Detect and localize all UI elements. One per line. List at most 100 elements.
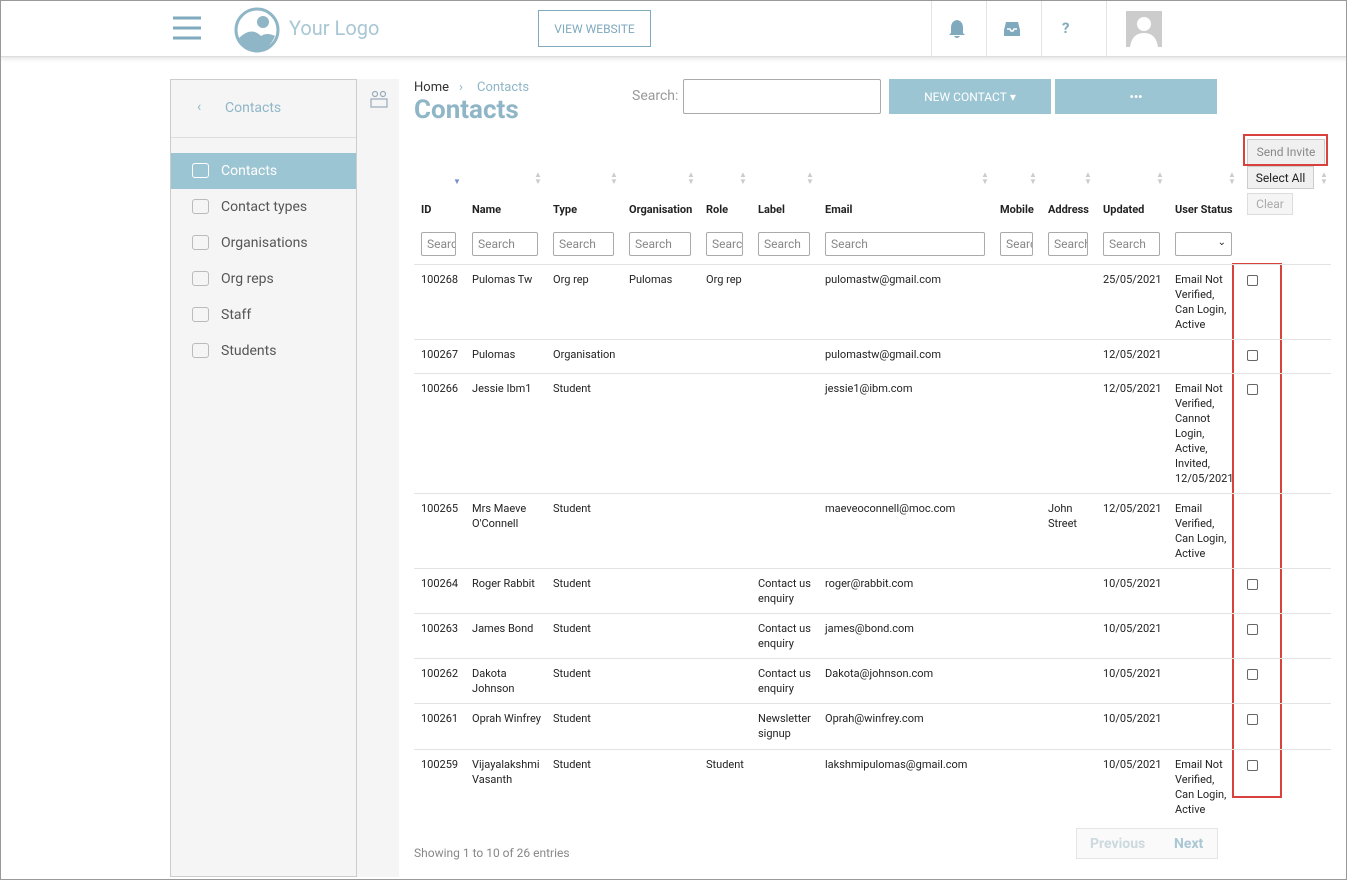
avatar[interactable] — [1126, 11, 1162, 47]
sidebar-icon — [192, 163, 209, 178]
column-filter[interactable]: Search — [1048, 232, 1088, 256]
sidebar-item[interactable]: Contacts — [171, 153, 356, 189]
sidebar-item[interactable]: Staff — [221, 307, 252, 323]
table-cell: 100264 — [421, 577, 459, 590]
table-cell: roger@rabbit.com — [825, 577, 914, 590]
back-arrow[interactable]: ‹ — [197, 99, 202, 115]
send-invite-button[interactable]: Send Invite — [1247, 139, 1325, 165]
sidebar-item[interactable]: Contact types — [221, 199, 308, 215]
row-divider — [414, 568, 1331, 569]
column-header[interactable]: Role — [706, 203, 729, 216]
column-filter[interactable]: Search — [758, 232, 810, 256]
more-button[interactable]: ••• — [1055, 79, 1217, 114]
sort-arrows: ▼ — [453, 177, 461, 186]
sidebar-item[interactable]: Org reps — [221, 271, 274, 287]
row-checkbox[interactable] — [1247, 760, 1258, 771]
table-cell: 10/05/2021 — [1103, 758, 1162, 771]
table-cell: Student — [553, 712, 591, 725]
breadcrumb-home[interactable]: Home — [414, 80, 449, 95]
table-cell: Student — [553, 758, 591, 771]
row-checkbox[interactable] — [1247, 350, 1258, 361]
table-cell: Student — [706, 758, 744, 771]
row-divider — [414, 658, 1331, 659]
select-all-button[interactable]: Select All — [1247, 166, 1314, 189]
help-icon[interactable]: ? — [1062, 19, 1070, 37]
sidebar-item[interactable]: Students — [221, 343, 277, 359]
view-website-button[interactable]: VIEW WEBSITE — [538, 10, 651, 47]
table-info: Showing 1 to 10 of 26 entries — [414, 846, 570, 860]
row-checkbox[interactable] — [1247, 624, 1258, 635]
row-checkbox[interactable] — [1247, 579, 1258, 590]
divider — [171, 137, 356, 138]
column-filter-select[interactable]: ⌄ — [1175, 232, 1232, 256]
sidebar-icon — [192, 343, 209, 358]
new-contact-label: NEW CONTACT — [924, 89, 1007, 104]
column-header[interactable]: ID — [421, 203, 432, 216]
column-header[interactable]: Organisation — [629, 203, 693, 216]
new-contact-button[interactable]: NEW CONTACT ▾ — [889, 79, 1051, 114]
table-cell: Email Not Verified, Can Login, Active — [1175, 758, 1227, 816]
table-cell: 100268 — [421, 273, 459, 286]
bell-icon[interactable] — [948, 19, 966, 39]
column-filter[interactable]: Search — [553, 232, 614, 256]
search-input[interactable] — [683, 79, 881, 114]
column-header[interactable]: User Status — [1175, 203, 1233, 216]
table-cell: Organisation — [553, 348, 616, 361]
table-cell: Pulomas — [629, 273, 673, 286]
column-filter[interactable]: Search — [1103, 232, 1160, 256]
column-header[interactable]: Mobile — [1000, 203, 1034, 216]
menu-icon[interactable] — [171, 15, 203, 43]
column-filter[interactable]: Search — [825, 232, 985, 256]
column-header[interactable]: Email — [825, 203, 853, 216]
table-cell: 100261 — [421, 712, 459, 725]
sidebar-icon — [192, 235, 209, 250]
logo-text: Your Logo — [289, 16, 380, 40]
column-filter[interactable]: Search — [421, 232, 456, 256]
table-cell: Mrs Maeve O'Connell — [472, 502, 527, 530]
sidebar-back[interactable]: Contacts — [225, 100, 282, 116]
table-cell: Org rep — [706, 273, 742, 286]
sort-arrows: ▲ ▼ — [1320, 170, 1328, 186]
inbox-icon[interactable] — [1003, 21, 1021, 37]
pagination — [1076, 828, 1218, 859]
column-filter[interactable]: Search — [629, 232, 691, 256]
column-header[interactable]: Label — [758, 203, 785, 216]
table-cell: Org rep — [553, 273, 589, 286]
column-header[interactable]: Updated — [1103, 203, 1145, 216]
column-filter[interactable]: Search — [472, 232, 538, 256]
table-cell: Email Not Verified, Can Login, Active — [1175, 273, 1227, 331]
table-cell: 12/05/2021 — [1103, 348, 1162, 361]
table-cell: lakshmipulomas@gmail.com — [825, 758, 968, 771]
table-cell: 25/05/2021 — [1103, 273, 1162, 286]
table-cell: Email Verified, Can Login, Active — [1175, 502, 1227, 560]
table-cell: Jessie Ibm1 — [472, 382, 532, 395]
divider — [986, 1, 987, 57]
table-cell: John Street — [1048, 502, 1078, 530]
row-checkbox[interactable] — [1247, 384, 1258, 395]
column-filter[interactable]: Search — [1000, 232, 1033, 256]
column-filter[interactable]: Search — [706, 232, 743, 256]
column-header[interactable]: Name — [472, 203, 502, 216]
next-button[interactable]: Next — [1174, 836, 1204, 852]
search-label: Search: — [632, 88, 679, 104]
row-checkbox[interactable] — [1247, 669, 1258, 680]
sort-arrows: ▲ ▼ — [610, 170, 618, 186]
table-cell: Newsletter signup — [758, 712, 811, 740]
table-cell: Oprah Winfrey — [472, 712, 541, 725]
previous-button[interactable]: Previous — [1090, 836, 1146, 852]
table-cell: Vijayalakshmi Vasanth — [472, 758, 540, 786]
row-divider — [414, 749, 1331, 750]
sidebar-item[interactable]: Organisations — [221, 235, 308, 251]
icon-column — [357, 79, 399, 877]
sort-arrows: ▲ ▼ — [981, 170, 989, 186]
clear-button[interactable]: Clear — [1247, 193, 1293, 215]
table-cell: Roger Rabbit — [472, 577, 535, 590]
row-checkbox[interactable] — [1247, 714, 1258, 725]
column-header[interactable]: Address — [1048, 203, 1089, 216]
table-cell: 12/05/2021 — [1103, 502, 1162, 515]
top-bar — [1, 1, 1346, 57]
table-cell: 10/05/2021 — [1103, 712, 1162, 725]
row-checkbox[interactable] — [1247, 275, 1258, 286]
table-cell: Contact us enquiry — [758, 622, 811, 650]
column-header[interactable]: Type — [553, 203, 578, 216]
